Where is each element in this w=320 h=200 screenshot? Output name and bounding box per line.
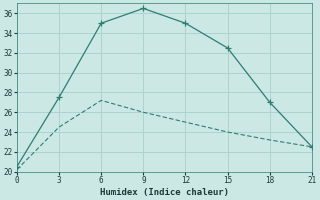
X-axis label: Humidex (Indice chaleur): Humidex (Indice chaleur): [100, 188, 229, 197]
